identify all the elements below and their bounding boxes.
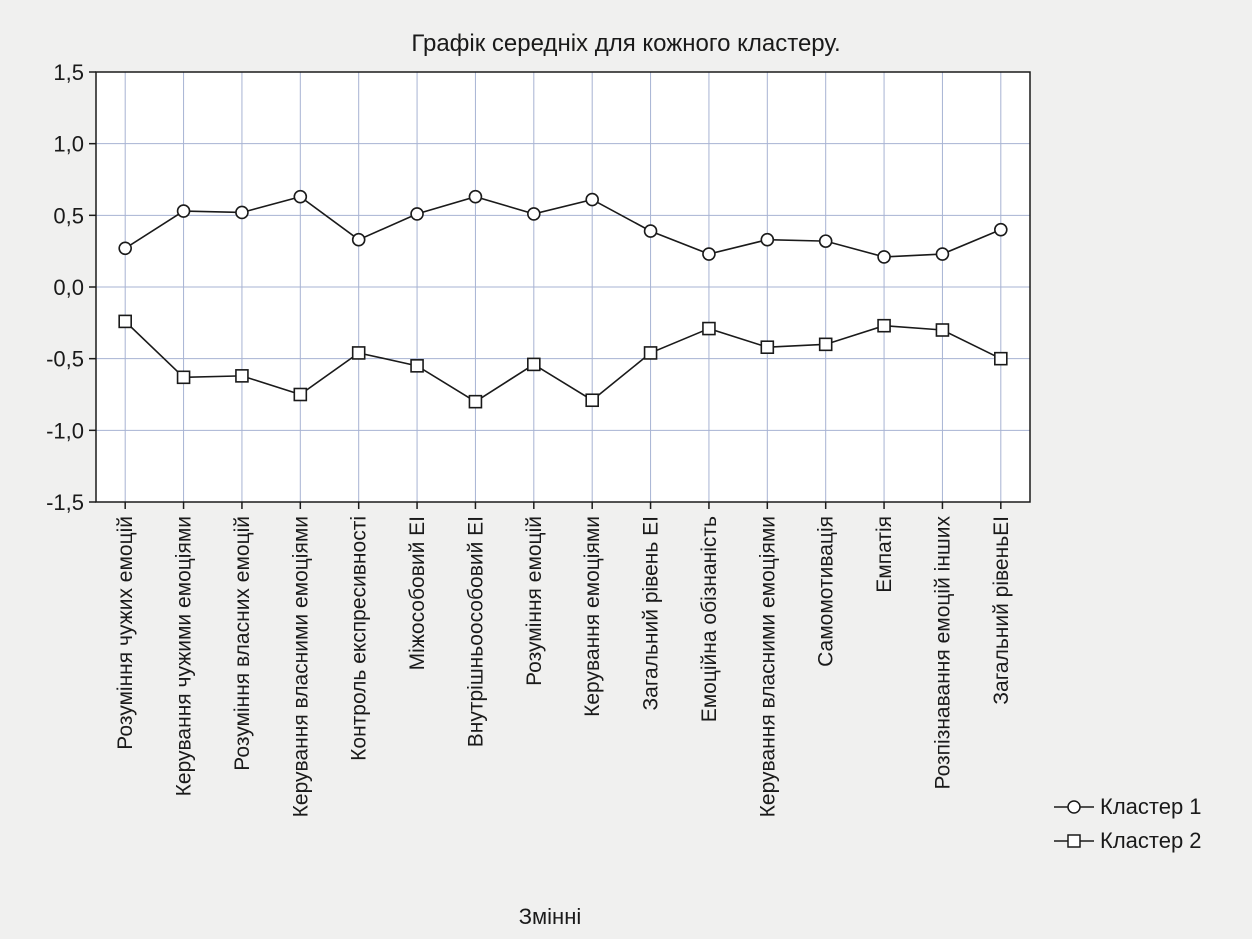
x-tick-label: Керування чужими емоціями <box>173 516 196 796</box>
x-tick-label: Загальний рівень ЕІ <box>640 516 663 711</box>
data-point-cluster-2 <box>818 337 833 352</box>
y-tick-label: -0,5 <box>46 347 84 372</box>
circle-marker-icon <box>1054 800 1094 814</box>
data-point-cluster-1 <box>351 232 366 247</box>
data-point-cluster-1 <box>527 207 541 221</box>
x-axis-label: Змінні <box>518 904 582 929</box>
legend-item-cluster-2: Кластер 2 <box>1054 824 1202 858</box>
x-tick-label: Розпізнавання емоцій інших <box>931 516 954 790</box>
x-tick-label: Розуміння емоцій <box>523 516 546 686</box>
data-point-cluster-2 <box>935 323 950 337</box>
data-point-cluster-2 <box>410 359 424 373</box>
data-point-cluster-1 <box>235 205 249 220</box>
data-point-cluster-2 <box>176 370 191 385</box>
series-line-1 <box>124 195 1002 258</box>
data-point-cluster-2 <box>760 340 775 355</box>
x-tick-label: Керування емоціями <box>581 516 604 717</box>
data-point-cluster-2 <box>235 369 249 383</box>
series-line-2 <box>124 320 1002 403</box>
data-point-cluster-1 <box>176 204 191 218</box>
legend-label-cluster-2: Кластер 2 <box>1100 828 1202 853</box>
data-point-cluster-2 <box>877 318 891 333</box>
x-tick-label: Керування власними емоціями <box>289 516 312 817</box>
data-point-cluster-2 <box>351 346 366 360</box>
y-tick-label: 0,0 <box>53 275 84 300</box>
data-point-cluster-1 <box>468 189 483 204</box>
x-tick-label: Самомотивація <box>815 516 838 667</box>
x-tick-label: Загальний рівеньЕІ <box>990 516 1013 705</box>
x-tick-label: Контроль експресивності <box>348 516 371 761</box>
legend-label-cluster-1: Кластер 1 <box>1100 794 1202 819</box>
x-tick-label: Емпатія <box>873 516 896 593</box>
data-point-cluster-2 <box>468 394 483 409</box>
y-tick-label: 0,5 <box>53 203 84 228</box>
data-point-cluster-2 <box>293 387 308 402</box>
x-tick-label: Міжособовий ЕІ <box>406 516 429 670</box>
y-tick-label: -1,0 <box>46 418 84 443</box>
data-point-cluster-1 <box>293 189 308 204</box>
data-point-cluster-1 <box>585 192 599 207</box>
x-tick-label: Внутрішньоособовий ЕІ <box>464 516 487 747</box>
y-tick-label: -1,5 <box>46 490 84 515</box>
data-point-cluster-1 <box>994 222 1008 237</box>
data-point-cluster-2 <box>585 393 599 408</box>
data-point-cluster-2 <box>643 346 658 360</box>
x-tick-label: Емоційна обізнаність <box>698 516 721 722</box>
x-tick-label: Розуміння власних емоцій <box>231 516 254 771</box>
chart-title: Графік середніх для кожного кластеру. <box>411 30 841 57</box>
data-point-cluster-2 <box>527 357 541 372</box>
data-point-cluster-1 <box>818 234 833 248</box>
x-tick-label: Керування власними емоціями <box>756 516 779 817</box>
data-point-cluster-1 <box>877 250 891 264</box>
legend-item-cluster-1: Кластер 1 <box>1054 790 1202 824</box>
x-tick-label: Розуміння чужих емоцій <box>114 516 137 750</box>
data-point-cluster-1 <box>760 232 775 247</box>
legend: Кластер 1 Кластер 2 <box>1054 790 1202 858</box>
data-point-cluster-1 <box>935 247 950 261</box>
data-point-cluster-1 <box>410 207 424 221</box>
y-tick-label: 1,0 <box>53 132 84 157</box>
data-point-cluster-2 <box>118 314 132 329</box>
data-point-cluster-1 <box>118 241 132 256</box>
square-marker-icon <box>1054 834 1094 848</box>
data-point-cluster-1 <box>643 224 658 238</box>
data-point-cluster-1 <box>702 247 716 261</box>
data-point-cluster-2 <box>994 351 1008 366</box>
data-point-cluster-2 <box>702 321 716 336</box>
y-tick-label: 1,5 <box>53 60 84 85</box>
